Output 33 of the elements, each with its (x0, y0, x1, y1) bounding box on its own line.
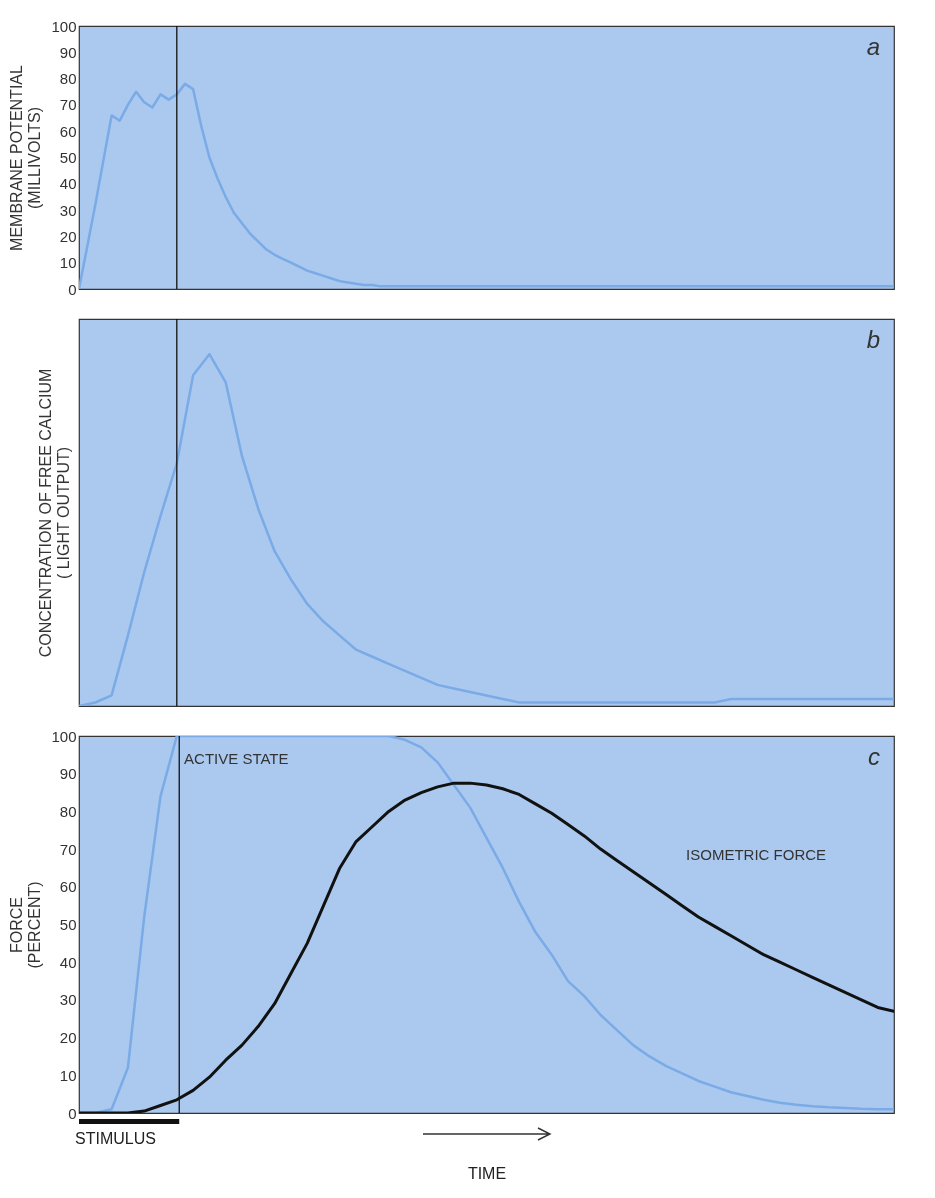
text: b (866, 326, 880, 353)
series-label: ACTIVE STATE (184, 749, 289, 767)
y-tick-label: 20 (59, 227, 77, 245)
y-axis-title: MEMBRANE POTENTIAL (MILLIVOLTS) (8, 65, 44, 251)
y-tick-label: 40 (59, 953, 77, 971)
y-axis-title: CONCENTRATION OF FREE CALCIUM ( LIGHT OUTPUT) (36, 368, 72, 658)
y-tick-label: 60 (59, 878, 77, 896)
y-tick-label: 30 (59, 201, 77, 219)
y-axis-title: FORCE (PERCENT) (8, 881, 44, 969)
y-tick-label: 50 (59, 149, 77, 166)
annotation: a (866, 33, 880, 60)
y-tick-label: 10 (59, 254, 77, 272)
y-tick-label: 40 (59, 175, 77, 193)
y-tick-label: 0 (68, 280, 77, 298)
y-tick-label: 80 (59, 802, 77, 820)
line-series (79, 82, 894, 289)
y-tick-label: 10 (59, 1066, 77, 1084)
y-tick-label: 0 (68, 1104, 77, 1122)
y-tick-label: 100 (51, 17, 77, 35)
text: STIMULUS (75, 1130, 156, 1147)
y-tick-label: 30 (59, 991, 77, 1009)
text: ISOMETRIC FORCE (686, 845, 827, 863)
y-tick-label: 70 (59, 840, 77, 858)
y-tick-label: 50 (59, 916, 77, 933)
y-tick-label: 100 (51, 727, 77, 745)
x-axis-title: TIME (467, 1164, 507, 1182)
y-tick-label: 20 (59, 1029, 77, 1047)
y-tick-label: 80 (59, 70, 77, 88)
y-tick-label: 70 (59, 96, 77, 114)
y-tick-label: 60 (59, 122, 77, 140)
annotation: c (868, 743, 880, 770)
y-tick-label: 90 (59, 43, 77, 61)
y-tick-label: 90 (59, 765, 77, 783)
